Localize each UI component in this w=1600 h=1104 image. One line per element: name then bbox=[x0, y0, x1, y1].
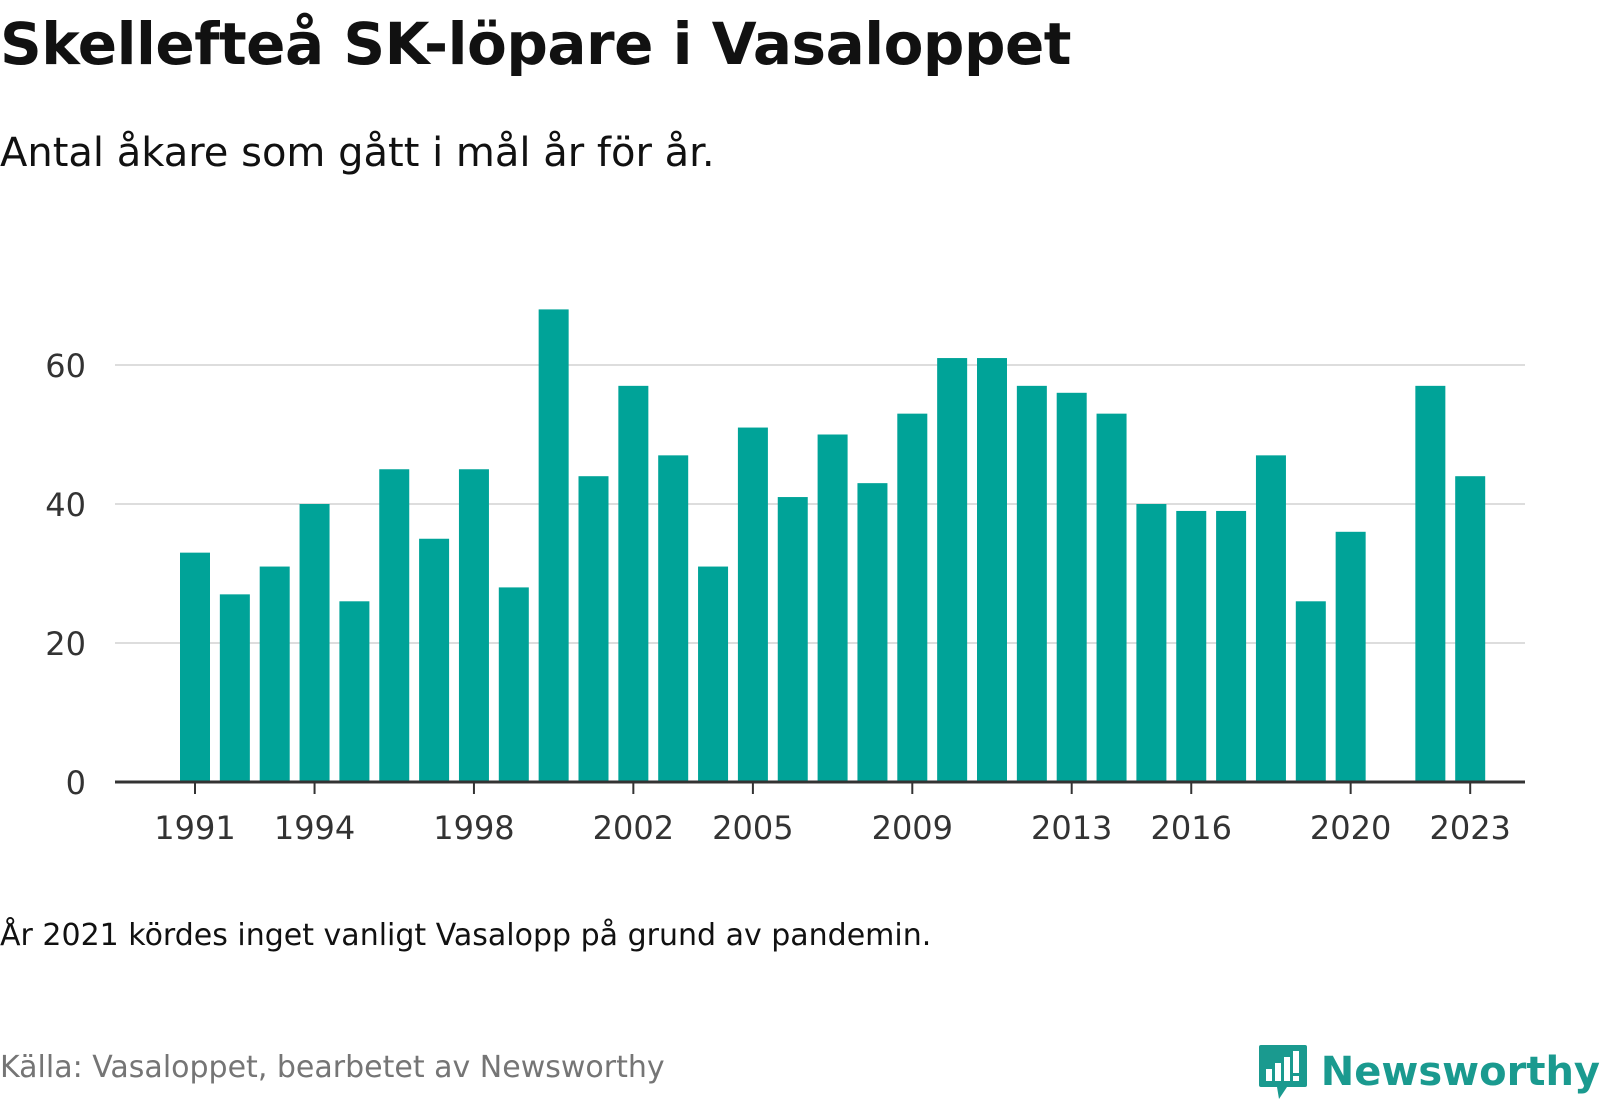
bar-2012 bbox=[1016, 385, 1047, 782]
bar-2003 bbox=[658, 455, 689, 782]
y-tick-label: 60 bbox=[45, 347, 86, 385]
bar-2023 bbox=[1455, 476, 1486, 782]
y-tick-label: 0 bbox=[66, 764, 86, 802]
newsworthy-bar-chart-icon bbox=[1258, 1045, 1307, 1099]
bar-1995 bbox=[339, 601, 370, 782]
logo-text: Newsworthy bbox=[1320, 1049, 1600, 1095]
bar-2006 bbox=[777, 497, 808, 782]
x-tick-label: 2020 bbox=[1310, 809, 1391, 847]
bar-chart: 0 20 40 60 1991 1994 1998 2002 2005 2009 2013 2016 2… bbox=[45, 309, 1525, 847]
x-tick-label: 1998 bbox=[433, 809, 514, 847]
bar-2005 bbox=[737, 427, 768, 782]
bar-2010 bbox=[937, 358, 968, 782]
chart-footnote: År 2021 kördes inget vanligt Vasalopp på… bbox=[0, 918, 932, 953]
bar-2020 bbox=[1335, 531, 1366, 782]
bar-2019 bbox=[1295, 601, 1326, 782]
bar-2016 bbox=[1176, 510, 1207, 782]
x-tick-label: 2013 bbox=[1031, 809, 1112, 847]
bar-1996 bbox=[379, 469, 410, 782]
bar-1997 bbox=[419, 538, 450, 782]
bar-2009 bbox=[897, 413, 928, 782]
bar-1994 bbox=[299, 504, 330, 782]
bar-2014 bbox=[1096, 413, 1127, 782]
bar-1993 bbox=[259, 566, 290, 782]
x-tick-label: 2009 bbox=[872, 809, 953, 847]
bar-2015 bbox=[1136, 504, 1167, 782]
bar-2008 bbox=[857, 483, 888, 782]
page-subtitle: Antal åkare som gått i mål år för år. bbox=[0, 130, 715, 176]
x-tick-label: 1991 bbox=[154, 809, 235, 847]
bar-2011 bbox=[977, 358, 1007, 782]
bar-1998 bbox=[458, 469, 489, 782]
bar-1992 bbox=[219, 594, 250, 782]
x-tick-label: 2002 bbox=[593, 809, 674, 847]
bar-2000 bbox=[538, 309, 569, 782]
bar-1999 bbox=[498, 587, 529, 782]
bar-2013 bbox=[1056, 392, 1087, 782]
x-tick-label: 2016 bbox=[1151, 809, 1232, 847]
x-tick-label: 1994 bbox=[274, 809, 355, 847]
page-title: Skellefteå SK-löpare i Vasaloppet bbox=[0, 10, 1072, 78]
newsworthy-logo[interactable]: Newsworthy bbox=[1257, 1040, 1600, 1104]
axes: 0 20 40 60 1991 1994 1998 2002 2005 2009 2013 2016 2… bbox=[45, 347, 1525, 847]
y-tick-label: 40 bbox=[45, 486, 86, 524]
bar-1991 bbox=[180, 552, 210, 782]
source-credit: Källa: Vasaloppet, bearbetet av Newswort… bbox=[0, 1050, 665, 1085]
bar-2001 bbox=[578, 476, 609, 782]
bar-2017 bbox=[1216, 510, 1247, 782]
bar-2018 bbox=[1255, 455, 1286, 782]
x-tick-label: 2005 bbox=[712, 809, 793, 847]
y-tick-label: 20 bbox=[45, 625, 86, 663]
x-tick-label: 2023 bbox=[1429, 809, 1510, 847]
bar-2004 bbox=[698, 566, 729, 782]
bar-2022 bbox=[1415, 385, 1446, 782]
bar-2007 bbox=[817, 434, 848, 782]
bar-2002 bbox=[618, 385, 649, 782]
bars bbox=[180, 309, 1486, 782]
